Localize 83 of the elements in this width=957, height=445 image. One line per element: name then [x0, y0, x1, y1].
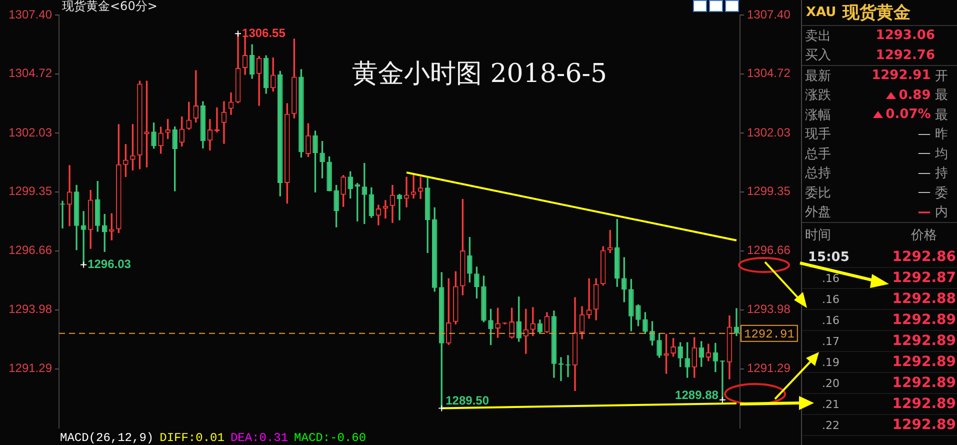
text: 总持	[804, 165, 832, 182]
y2-tick-label: 1291.29	[747, 361, 791, 376]
text: 1292.89	[891, 354, 956, 370]
text: 黄金小时图 2018-6-5	[352, 58, 608, 91]
candlestick	[586, 278, 592, 319]
text: 1292.89	[891, 396, 956, 412]
y2-tick-label: 1302.03	[747, 125, 791, 140]
text: .21	[821, 398, 840, 410]
text: —	[918, 146, 931, 162]
text: 0.07%	[886, 107, 931, 122]
text: XAU	[805, 5, 838, 20]
text: 时间	[804, 227, 832, 244]
y2-tick-label: 1307.40	[747, 7, 791, 22]
text: 0.89	[898, 88, 931, 103]
text: 1292.91	[872, 68, 931, 84]
annotation: 1289.50	[446, 394, 490, 408]
y-tick-label: 1302.03	[8, 125, 52, 140]
text: 1292.89	[891, 312, 956, 328]
y-tick-label: 1291.29	[8, 361, 52, 376]
text: 1292.86	[891, 249, 956, 265]
y-tick-label: 1307.40	[8, 7, 52, 22]
y-tick-label: 1296.66	[8, 243, 52, 258]
text: 内	[934, 204, 949, 222]
y-tick-label: 1293.98	[8, 302, 52, 316]
candlestick	[404, 176, 410, 208]
text: 最新	[804, 68, 832, 85]
annotation: 1289.88	[675, 388, 719, 402]
text: 卖出	[804, 28, 832, 45]
text: —	[918, 166, 931, 181]
y2-tick-label: 1293.98	[747, 302, 791, 316]
text: 1292.76	[874, 48, 935, 63]
candlestick	[418, 176, 424, 199]
text: .17	[821, 334, 840, 348]
text: .16	[821, 314, 840, 326]
candlestick	[221, 101, 227, 144]
text: 最	[934, 87, 949, 104]
text: 委比	[804, 184, 832, 202]
text: 15:05	[807, 250, 850, 264]
text: 1292.89	[891, 333, 956, 349]
text: .16	[821, 292, 840, 306]
annotation: 1306.55	[242, 26, 286, 40]
annotation: 1296.03	[88, 257, 132, 272]
text: 1293.06	[874, 28, 935, 44]
text: 昨	[934, 126, 949, 144]
chart-subtitle: 现货黄金<60分>	[62, 0, 158, 15]
text: 最	[934, 106, 949, 124]
candlestick	[734, 308, 740, 336]
text: DIFF:0.01	[160, 431, 224, 445]
y-tick-label: 1304.72	[8, 66, 52, 80]
text: 1292.89	[891, 375, 956, 391]
text: —	[918, 185, 931, 200]
text: —	[918, 204, 931, 220]
y2-tick-label: 1304.72	[747, 66, 791, 80]
candlestick	[214, 107, 220, 132]
text: MACD:-0.60	[294, 431, 366, 445]
text: 1292.88	[891, 291, 956, 307]
ref-line-label: 1292.91	[744, 327, 794, 342]
text: .16	[821, 272, 840, 284]
y2-tick-label: 1299.35	[747, 184, 791, 198]
text: 外盘	[804, 204, 832, 222]
text: 现手	[804, 126, 832, 144]
candlestick	[66, 165, 72, 226]
text: —	[918, 126, 931, 142]
text: 均	[934, 146, 949, 163]
text: 涨跌	[804, 87, 832, 104]
y2-tick-label: 1296.66	[747, 243, 791, 258]
text: 开	[934, 68, 949, 85]
text: DEA:0.31	[230, 431, 288, 445]
text: 买入	[804, 47, 832, 64]
text: 价格	[911, 227, 937, 244]
text: 1292.89	[891, 417, 956, 433]
text: 委	[934, 184, 949, 202]
candlestick	[396, 194, 402, 220]
text: MACD(26,12,9)	[60, 431, 154, 445]
text: .19	[821, 356, 840, 368]
text: .22	[821, 418, 840, 432]
text: 持	[934, 165, 949, 182]
text: 涨幅	[804, 106, 832, 124]
text: 总手	[804, 146, 832, 163]
text: 1292.87	[891, 270, 956, 286]
text: 现货黄金	[842, 2, 910, 24]
y-tick-label: 1299.35	[8, 184, 52, 198]
text: .20	[821, 376, 840, 390]
